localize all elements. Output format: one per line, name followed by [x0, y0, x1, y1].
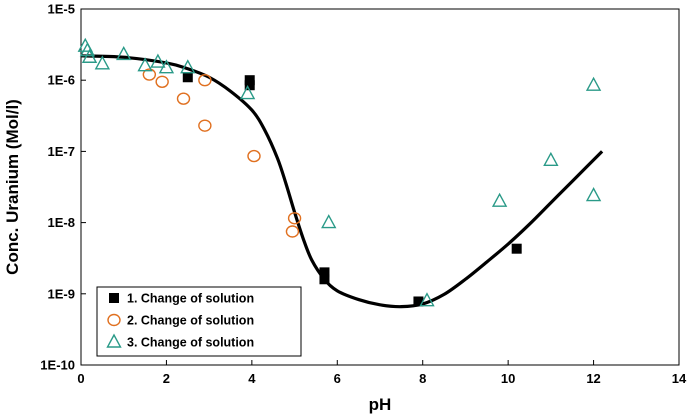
series-2-point [285, 225, 300, 238]
series-3-point [239, 85, 256, 100]
legend-box [96, 286, 302, 357]
series-1-point [319, 267, 330, 278]
series-1-point [244, 75, 255, 86]
series-3-point [150, 53, 166, 68]
x-tick-label: 6 [334, 371, 341, 386]
series-2-point [247, 149, 261, 163]
series-2-point [198, 119, 212, 132]
series-2-point [142, 68, 157, 81]
series-1-point [319, 274, 330, 285]
x-tick-label: 10 [501, 371, 515, 386]
y-axis-title: Conc. Uranium (Mol/l) [3, 99, 22, 275]
series-1 [182, 72, 522, 307]
x-tick-label: 12 [586, 371, 600, 386]
x-tick-label: 0 [77, 371, 84, 386]
series-1-point [182, 72, 193, 83]
legend: 1. Change of solution 2. Change of soluti… [96, 286, 302, 357]
series-3-point [94, 55, 111, 70]
series-3-point [419, 292, 435, 307]
data-points-layer [77, 37, 602, 307]
series-3-point [543, 151, 559, 166]
series-1-point [244, 80, 255, 91]
y-tick-label: 1E-8 [48, 215, 75, 230]
series-1-point [511, 243, 522, 254]
y-tick-label: 1E-6 [48, 73, 75, 88]
x-tick-label: 8 [419, 371, 426, 386]
series-3-point [81, 48, 98, 63]
series-1-point [413, 296, 424, 307]
legend-label-1: 1. Change of solution [127, 292, 254, 306]
series-3 [77, 37, 602, 307]
series-3-point [116, 45, 132, 61]
series-3-point [180, 59, 196, 74]
series-2-point [198, 73, 212, 87]
plot-area-frame [80, 8, 680, 366]
x-axis-title: pH [369, 395, 392, 414]
y-axis-ticks: 1E-10 1E-9 1E-8 1E-7 1E-6 1E-5 [40, 2, 86, 373]
x-tick-label: 2 [163, 371, 170, 386]
series-2 [142, 68, 302, 238]
series-3-point [158, 59, 175, 74]
series-3-point [585, 76, 602, 91]
legend-marker-2 [107, 313, 121, 327]
y-tick-label: 1E-9 [48, 286, 75, 301]
series-3-point [585, 187, 602, 202]
series-3-point [491, 192, 508, 207]
x-axis-ticks: 0 2 4 6 8 10 12 14 [77, 360, 687, 386]
y-tick-label: 1E-7 [48, 144, 75, 159]
series-3-point [137, 57, 153, 72]
series-2-point [155, 75, 169, 88]
y-tick-label: 1E-10 [40, 358, 75, 373]
legend-marker-3 [106, 333, 122, 348]
series-2-point [176, 92, 191, 105]
x-tick-label: 14 [672, 371, 687, 386]
legend-label-2: 2. Change of solution [127, 314, 254, 328]
legend-entries: 1. Change of solution 2. Change of soluti… [106, 292, 254, 350]
series-2-point [287, 212, 302, 225]
x-tick-label: 4 [248, 371, 256, 386]
legend-marker-1 [109, 293, 119, 303]
y-tick-label: 1E-5 [48, 2, 75, 17]
legend-label-3: 3. Change of solution [127, 336, 254, 350]
series-3-point [321, 214, 337, 229]
